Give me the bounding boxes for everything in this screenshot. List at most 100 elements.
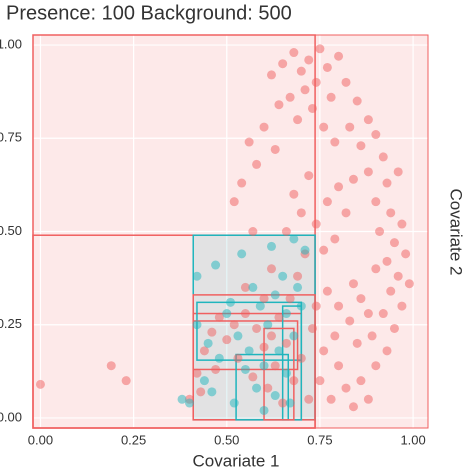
point [237,249,247,259]
point [281,368,291,378]
point [341,208,351,218]
point [378,309,388,319]
region [263,327,295,421]
point [311,301,321,311]
point [248,227,258,236]
point [330,137,340,147]
point [389,323,399,333]
y-axis-label: Covariate 2 [447,189,466,276]
point [229,197,239,207]
point [304,171,314,181]
point [226,297,235,307]
point [259,342,269,352]
point [244,137,254,147]
point [326,92,336,102]
point [319,122,329,132]
point [281,227,291,236]
point [266,241,276,251]
point [270,391,280,401]
point [274,346,284,356]
point [341,77,351,87]
point [363,115,373,125]
point [35,379,45,389]
point [300,85,310,95]
point [296,66,306,76]
point [252,383,262,393]
point [363,167,373,177]
point [248,282,258,292]
point [356,294,366,304]
x-tick-label: 0.75 [307,432,332,447]
x-tick-label: 0.00 [28,432,53,447]
point [300,245,310,255]
point [334,361,344,371]
point [315,44,325,54]
point [192,320,202,330]
point [211,260,221,270]
point [285,398,295,408]
point [382,256,392,266]
point [382,178,392,188]
point [393,167,403,177]
point [222,335,232,345]
point [214,312,224,322]
point [356,376,366,386]
point [266,264,276,274]
point [386,286,396,296]
point [237,178,247,188]
point [196,387,206,397]
point [266,70,276,80]
plot-border [32,34,429,429]
point [263,383,273,393]
point [203,338,213,348]
x-axis-label: Covariate 1 [193,451,280,470]
point [281,338,291,348]
point [293,271,303,281]
point [240,364,250,374]
point [375,227,385,236]
point [199,346,209,356]
point [270,361,280,371]
chart-title: Presence: 100 Background: 500 [6,2,292,24]
point [401,249,411,259]
point [363,394,373,404]
point [289,189,299,199]
point [352,338,362,348]
point [397,301,407,311]
point [278,271,288,281]
point [367,331,377,341]
point [233,353,243,363]
point [199,376,209,386]
point [348,279,358,289]
point [222,309,232,319]
point [266,331,276,341]
point [330,331,340,341]
point [404,279,414,289]
point [274,312,284,322]
point [315,376,325,386]
point [259,361,269,371]
point [121,376,131,386]
y-tick-label: 0.50 [0,223,22,238]
point [259,294,269,304]
point [352,96,362,106]
point [240,309,250,319]
x-tick-label: 1.00 [400,432,425,447]
point [278,59,288,69]
point [304,394,314,404]
point [334,182,344,192]
x-tick-label: 0.25 [121,432,146,447]
point [240,282,250,292]
point [397,219,407,229]
point [363,309,373,319]
point [229,398,239,408]
point [311,77,321,87]
point [274,100,284,110]
point [322,197,332,207]
point [259,122,269,132]
point [285,294,295,304]
point [207,387,217,397]
point [263,320,273,330]
point [382,346,392,356]
